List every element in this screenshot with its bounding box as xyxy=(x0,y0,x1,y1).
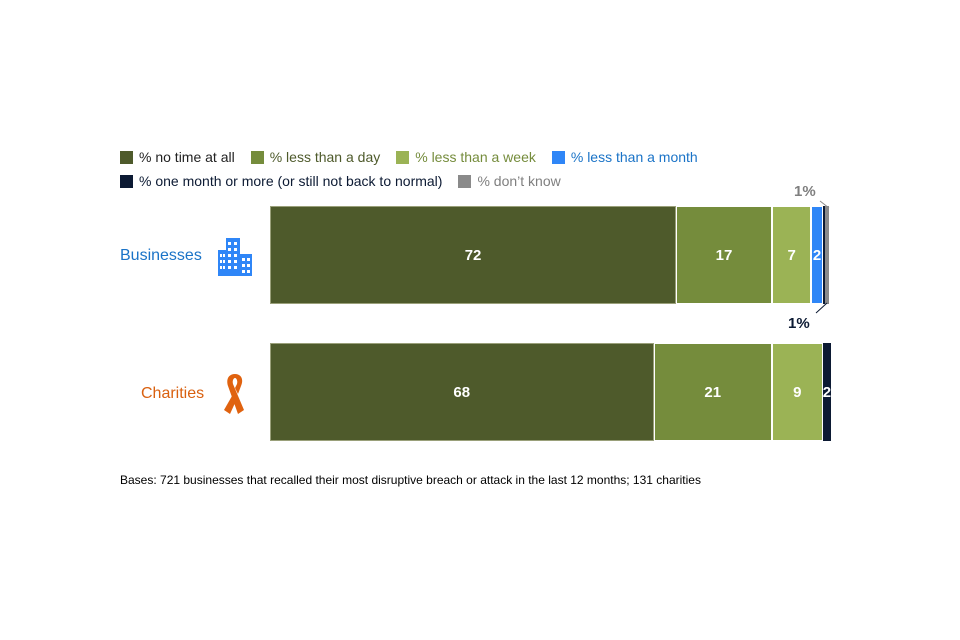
legend-item: % no time at all xyxy=(120,149,235,165)
bar-value-label: 21 xyxy=(704,383,722,401)
bar-value-label: 68 xyxy=(453,383,471,401)
bar-segment: 72 xyxy=(270,206,677,304)
awareness-ribbon-icon xyxy=(224,374,244,414)
legend-label: % don’t know xyxy=(477,173,561,189)
bar-charities: 68 21 9 2 xyxy=(270,343,834,441)
legend-swatch xyxy=(458,174,472,188)
category-label-businesses: Businesses xyxy=(120,247,202,264)
bar-segment xyxy=(824,206,830,304)
legend-item: % less than a month xyxy=(551,149,698,165)
legend-swatch xyxy=(120,150,133,164)
legend-label: % less than a week xyxy=(415,149,536,165)
bar-value-label: 7 xyxy=(787,246,796,264)
bar-segment: 9 xyxy=(771,343,823,441)
legend-row-2: % one month or more (or still not back t… xyxy=(120,173,577,189)
legend-item: % don’t know xyxy=(458,173,561,189)
bar-businesses: 72 17 7 2 xyxy=(270,206,834,304)
legend-item: % less than a day xyxy=(250,149,381,165)
bar-segment: 2 xyxy=(811,206,823,304)
bar-segment: 21 xyxy=(653,343,772,441)
bar-value-label: 9 xyxy=(793,383,802,401)
bar-segment: 2 xyxy=(822,343,832,441)
legend-label: % less than a day xyxy=(269,149,381,165)
legend-label: % less than a month xyxy=(570,149,698,165)
bar-value-label: 2 xyxy=(822,383,832,401)
legend-swatch xyxy=(120,174,133,188)
callout-line-one-month xyxy=(815,302,828,314)
callout-dont-know: 1% xyxy=(794,183,816,200)
legend-swatch xyxy=(250,150,264,164)
bar-segment: 17 xyxy=(676,206,772,304)
bar-segment: 7 xyxy=(771,206,812,304)
office-building-icon xyxy=(218,238,252,276)
legend-label: % no time at all xyxy=(139,149,235,165)
footnote: Bases: 721 businesses that recalled thei… xyxy=(120,473,701,487)
legend-swatch xyxy=(551,150,565,164)
bar-value-label: 72 xyxy=(464,246,482,264)
legend-item: % less than a week xyxy=(396,149,536,165)
bar-segment: 68 xyxy=(270,343,654,441)
legend-swatch xyxy=(396,150,410,164)
bar-value-label: 2 xyxy=(812,246,822,264)
callout-one-month: 1% xyxy=(788,315,810,332)
legend-row-1: % no time at all % less than a day % les… xyxy=(120,149,714,165)
category-label-charities: Charities xyxy=(141,385,205,402)
bar-segment xyxy=(822,206,825,304)
legend-label: % one month or more (or still not back t… xyxy=(139,173,443,189)
bar-value-label: 17 xyxy=(715,246,733,264)
legend-item: % one month or more (or still not back t… xyxy=(120,173,442,189)
